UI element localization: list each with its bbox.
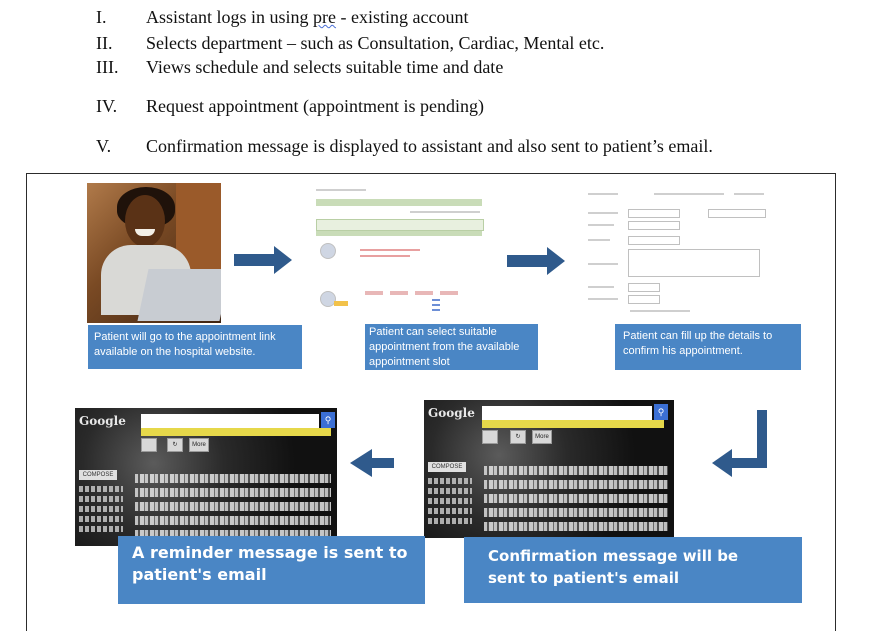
- slot-link: [432, 309, 440, 311]
- left-arrow-icon: [350, 449, 394, 477]
- step-text: Selects department – such as Consultatio…: [146, 33, 605, 53]
- step-number: III.: [96, 57, 119, 77]
- email-row: [484, 522, 668, 531]
- more-button: More: [532, 430, 552, 444]
- step-text: Views schedule and selects suitable time…: [146, 57, 504, 77]
- google-logo: Google: [428, 406, 475, 420]
- caption-confirmation: Confirmation message will be sent to pat…: [464, 537, 802, 603]
- refresh-button: ↻: [167, 438, 183, 452]
- right-arrow-icon: [507, 247, 565, 275]
- compose-button: COMPOSE: [428, 462, 466, 472]
- caption-website: Patient will go to the appointment link …: [88, 325, 302, 369]
- sidebar-item: [79, 516, 123, 522]
- reminder-email-screenshot: Google ⚲ ↻ More COMPOSE: [75, 408, 337, 546]
- photo-face: [125, 195, 165, 247]
- slot-block: [390, 291, 408, 295]
- search-input: [482, 406, 652, 420]
- email-row: [135, 516, 331, 525]
- terms-line: [630, 310, 690, 312]
- confirmation-email-screenshot: Google ⚲ ↻ More COMPOSE: [424, 400, 674, 538]
- form-label: [588, 212, 618, 214]
- checkbox-button: [141, 438, 157, 452]
- age-select: [628, 283, 660, 292]
- form-label: [588, 224, 614, 226]
- step-number: II.: [96, 33, 113, 53]
- refresh-button: ↻: [510, 430, 526, 444]
- step-text: Assistant logs in using pre - existing a…: [146, 7, 469, 27]
- step-number: V.: [96, 136, 112, 156]
- notice-strip: [141, 428, 331, 436]
- step-text: Request appointment (appointment is pend…: [146, 96, 484, 116]
- magnifier-icon: ⚲: [321, 412, 335, 428]
- magnifier-icon: ⚲: [654, 404, 668, 420]
- appointment-form-screenshot: [584, 183, 778, 323]
- email-row: [135, 474, 331, 483]
- first-name-field: [628, 209, 680, 218]
- email-row: [135, 530, 331, 539]
- more-button: More: [189, 438, 209, 452]
- shot-red-note: [360, 249, 420, 251]
- email-field: [628, 236, 680, 245]
- step-number: I.: [96, 7, 107, 27]
- email-row: [135, 502, 331, 511]
- checkbox-button: [482, 430, 498, 444]
- slot-link: [432, 299, 440, 301]
- compose-button: COMPOSE: [79, 470, 117, 480]
- shot-title-line: [654, 193, 724, 195]
- appointment-slot-screenshot: [310, 183, 488, 323]
- doctor-avatar-icon: [320, 243, 336, 259]
- form-label: [588, 298, 618, 300]
- email-row: [135, 488, 331, 497]
- shot-column-header: [316, 231, 482, 236]
- form-label: [588, 239, 610, 241]
- slot-block: [365, 291, 383, 295]
- sidebar-item: [79, 496, 123, 502]
- slot-link: [432, 304, 440, 306]
- shot-header-bar: [316, 199, 482, 206]
- doctor-avatar-icon: [320, 291, 336, 307]
- sidebar-item: [428, 478, 472, 484]
- phone-field: [628, 221, 680, 230]
- step-number: IV.: [96, 96, 118, 116]
- email-row: [484, 494, 668, 503]
- sidebar-item: [79, 506, 123, 512]
- sidebar-item: [428, 518, 472, 524]
- step-text: Confirmation message is displayed to ass…: [146, 136, 713, 156]
- slot-block: [415, 291, 433, 295]
- sidebar-item: [428, 488, 472, 494]
- sidebar-item: [428, 498, 472, 504]
- reason-textarea: [628, 249, 760, 277]
- spellcheck-word: pre: [313, 7, 337, 27]
- patient-laptop-photo: [87, 183, 221, 323]
- shot-title-line: [588, 193, 618, 195]
- workflow-figure: [26, 173, 836, 631]
- photo-smile: [135, 229, 155, 236]
- email-row: [484, 466, 668, 475]
- google-logo: Google: [79, 414, 126, 428]
- last-name-field: [708, 209, 766, 218]
- shot-legend-bar: [316, 219, 484, 231]
- email-row: [484, 508, 668, 517]
- caption-reminder: A reminder message is sent to patient's …: [118, 536, 425, 604]
- sidebar-item: [428, 508, 472, 514]
- notice-strip: [482, 420, 664, 428]
- caption-fill-details: Patient can fill up the details to confi…: [615, 324, 801, 370]
- previous-appointment-select: [628, 295, 660, 304]
- form-label: [588, 263, 618, 265]
- shot-title-line: [316, 189, 366, 191]
- email-row: [484, 480, 668, 489]
- shot-filter-line: [410, 211, 480, 213]
- down-left-arrow-icon: [712, 410, 767, 477]
- available-slot: [334, 301, 348, 306]
- shot-red-note: [360, 255, 410, 257]
- sidebar-item: [79, 486, 123, 492]
- slot-block: [440, 291, 458, 295]
- sidebar-item: [79, 526, 123, 532]
- form-label: [588, 286, 614, 288]
- search-input: [141, 414, 319, 428]
- shot-title-line: [734, 193, 764, 195]
- caption-select-slot: Patient can select suitable appointment …: [365, 324, 538, 370]
- right-arrow-icon: [234, 246, 292, 274]
